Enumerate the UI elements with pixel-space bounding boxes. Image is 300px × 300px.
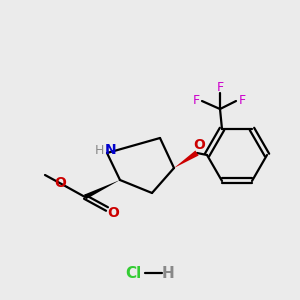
Text: N: N	[105, 143, 117, 157]
Text: H: H	[94, 143, 104, 157]
Text: F: F	[216, 80, 224, 94]
Text: F: F	[238, 94, 246, 106]
Polygon shape	[84, 180, 120, 199]
Polygon shape	[174, 151, 199, 168]
Text: O: O	[54, 176, 66, 190]
Text: Cl: Cl	[125, 266, 141, 280]
Text: H: H	[162, 266, 174, 280]
Text: F: F	[192, 94, 200, 106]
Text: O: O	[193, 138, 205, 152]
Text: O: O	[107, 206, 119, 220]
